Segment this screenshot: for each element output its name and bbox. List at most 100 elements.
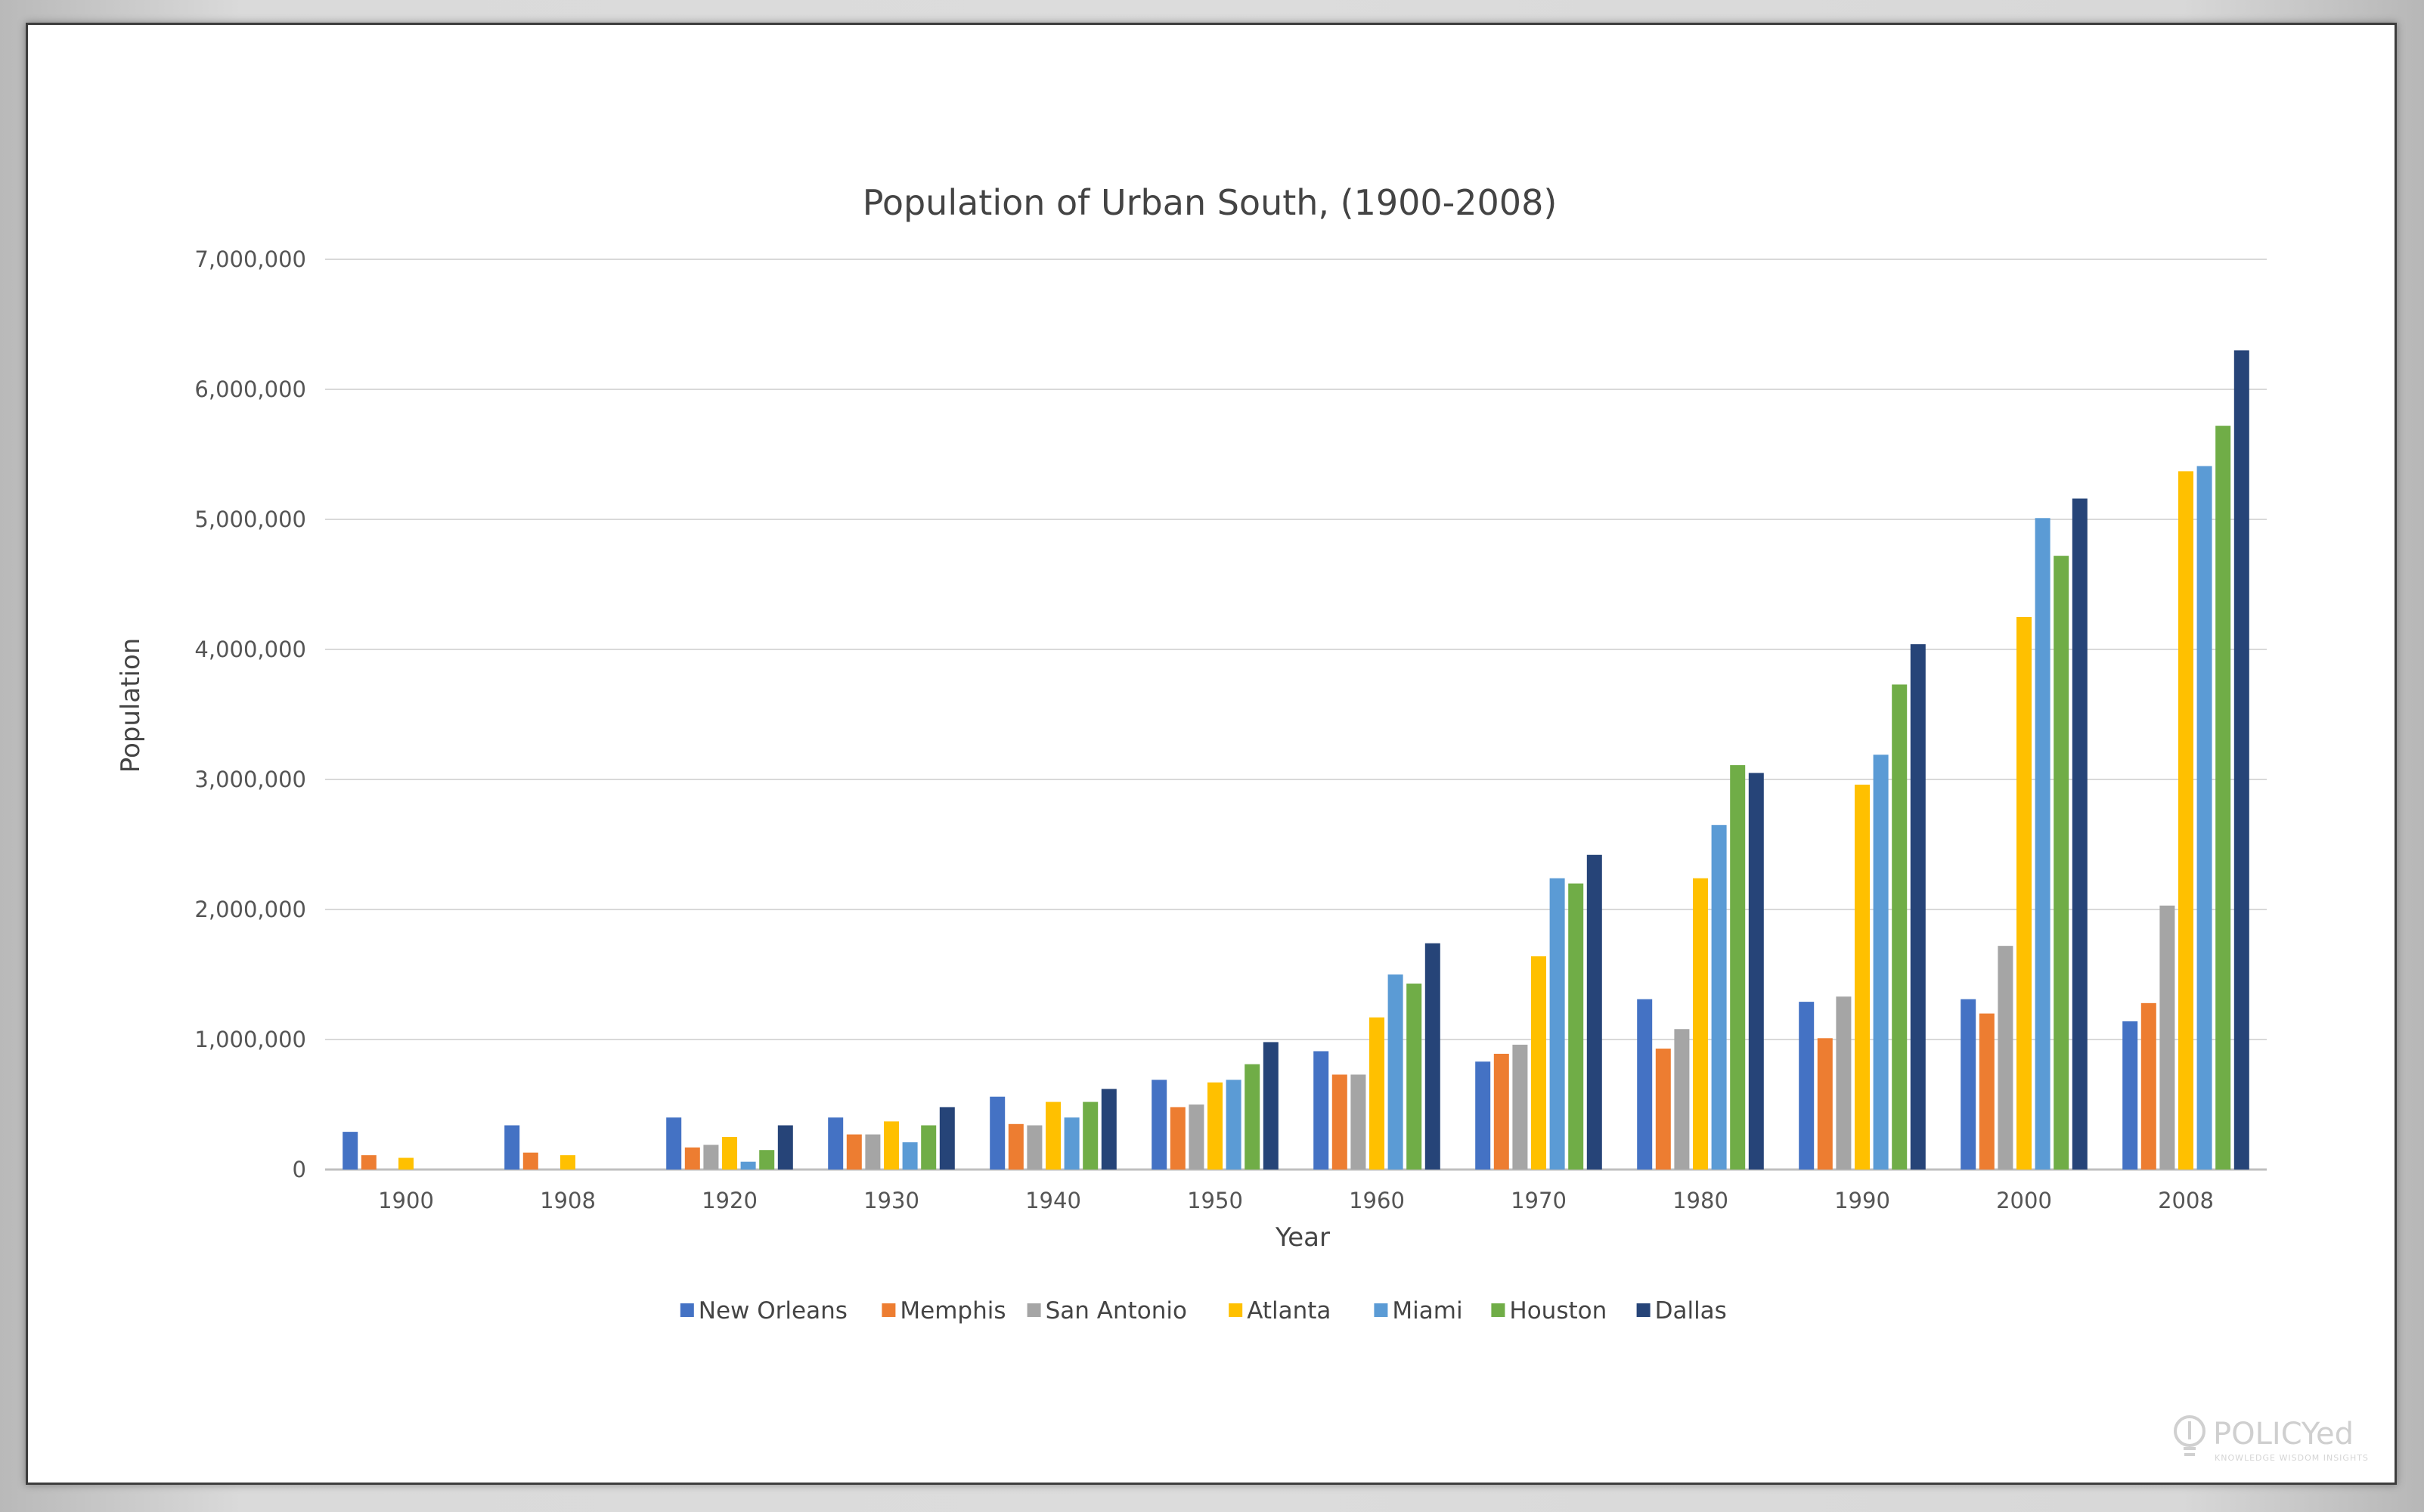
bar-memphis-1980 (1655, 1049, 1671, 1170)
lightbulb-icon (2174, 1415, 2205, 1456)
bar-dallas-2000 (2072, 498, 2088, 1170)
legend-label: Miami (1392, 1297, 1462, 1325)
chart-title: Population of Urban South, (1900-2008) (863, 182, 1558, 223)
legend: New Orleans Memphis San Antonio Atlanta Miam… (680, 1297, 1727, 1325)
y-axis-title: Population (116, 638, 146, 773)
x-tick-label: 1990 (1834, 1188, 1890, 1213)
x-axis-title: Year (1275, 1222, 1330, 1253)
bar-memphis-1920 (684, 1147, 700, 1170)
y-tick-label: 3,000,000 (194, 767, 306, 792)
bar-new-orleans-1990 (1799, 1002, 1815, 1170)
bar-memphis-1940 (1008, 1123, 1024, 1170)
y-tick-label: 0 (293, 1157, 306, 1182)
bar-atlanta-1908 (560, 1155, 575, 1170)
bar-atlanta-1990 (1855, 784, 1870, 1170)
bar-san-antonio-1950 (1189, 1105, 1204, 1170)
bars (343, 350, 2249, 1170)
bar-dallas-1920 (777, 1125, 793, 1170)
bar-memphis-1950 (1170, 1107, 1186, 1170)
bar-memphis-1908 (522, 1152, 538, 1170)
logo-tagline: KNOWLEDGE WISDOM INSIGHTS (2215, 1453, 2369, 1463)
logo-text: POLICYed (2213, 1417, 2354, 1452)
bar-san-antonio-1970 (1512, 1044, 1528, 1170)
bar-new-orleans-1980 (1637, 999, 1653, 1170)
bar-miami-1990 (1873, 754, 1889, 1170)
bar-atlanta-2008 (2178, 471, 2193, 1170)
policyed-logo: POLICYed KNOWLEDGE WISDOM INSIGHTS (2174, 1415, 2369, 1463)
bar-new-orleans-1940 (990, 1096, 1006, 1170)
x-tick-label: 1908 (540, 1188, 596, 1213)
bar-san-antonio-1940 (1027, 1125, 1043, 1170)
bar-miami-1960 (1387, 974, 1403, 1170)
y-axis-ticks: 0 1,000,000 2,000,000 3,000,000 4,000,000 5,0… (194, 246, 306, 1182)
bar-atlanta-1980 (1693, 878, 1708, 1170)
legend-label: Atlanta (1247, 1297, 1331, 1325)
bar-houston-1960 (1406, 984, 1422, 1170)
bar-memphis-1900 (361, 1155, 377, 1170)
bar-atlanta-1950 (1207, 1082, 1223, 1170)
y-tick-label: 6,000,000 (194, 376, 306, 402)
bar-new-orleans-1950 (1152, 1080, 1167, 1170)
bar-houston-1990 (1892, 684, 1908, 1170)
legend-label: San Antonio (1046, 1297, 1187, 1325)
x-tick-label: 1960 (1349, 1188, 1405, 1213)
bar-miami-1970 (1549, 878, 1565, 1170)
bar-san-antonio-1980 (1674, 1029, 1690, 1170)
bar-dallas-1990 (1910, 644, 1926, 1170)
legend-swatch-san-antonio (1027, 1303, 1041, 1317)
y-tick-label: 5,000,000 (194, 507, 306, 532)
legend-swatch-miami (1374, 1303, 1388, 1317)
bar-dallas-1980 (1748, 773, 1764, 1170)
bar-atlanta-1920 (722, 1137, 737, 1170)
bar-new-orleans-1920 (666, 1117, 682, 1170)
bar-houston-2008 (2215, 426, 2231, 1170)
bar-new-orleans-2000 (1961, 999, 1976, 1170)
bar-san-antonio-1920 (703, 1145, 719, 1170)
bar-new-orleans-1908 (504, 1125, 520, 1170)
bar-atlanta-1970 (1531, 956, 1546, 1170)
legend-label: Houston (1509, 1297, 1607, 1325)
y-tick-label: 7,000,000 (194, 246, 306, 272)
x-tick-label: 1940 (1025, 1188, 1081, 1213)
bar-dallas-1950 (1263, 1042, 1279, 1170)
x-tick-label: 1950 (1187, 1188, 1243, 1213)
bar-san-antonio-1990 (1836, 996, 1852, 1170)
legend-swatch-memphis (882, 1303, 896, 1317)
x-tick-label: 2008 (2158, 1188, 2214, 1213)
bar-houston-1920 (759, 1150, 775, 1170)
bar-new-orleans-2008 (2122, 1021, 2138, 1170)
bar-houston-2000 (2054, 556, 2069, 1170)
legend-swatch-new-orleans (680, 1303, 694, 1317)
bar-houston-1940 (1083, 1101, 1099, 1170)
x-tick-label: 1900 (378, 1188, 434, 1213)
bar-memphis-2000 (1979, 1013, 1995, 1170)
y-tick-label: 2,000,000 (194, 897, 306, 922)
bar-miami-1980 (1711, 825, 1727, 1170)
bar-san-antonio-1930 (865, 1134, 881, 1170)
bar-houston-1930 (921, 1125, 937, 1170)
y-tick-label: 1,000,000 (194, 1027, 306, 1052)
bar-miami-1940 (1064, 1117, 1080, 1170)
bar-san-antonio-1960 (1350, 1074, 1366, 1170)
bar-new-orleans-1930 (828, 1117, 844, 1170)
bar-memphis-1930 (846, 1134, 862, 1170)
bar-atlanta-1900 (398, 1157, 414, 1170)
bar-atlanta-1930 (884, 1121, 899, 1170)
bar-new-orleans-1960 (1313, 1051, 1329, 1170)
legend-label: New Orleans (699, 1297, 848, 1325)
bar-houston-1950 (1245, 1064, 1260, 1170)
bar-atlanta-1960 (1369, 1017, 1384, 1170)
bar-dallas-2008 (2233, 350, 2249, 1170)
y-tick-label: 4,000,000 (194, 637, 306, 662)
x-tick-label: 1970 (1511, 1188, 1567, 1213)
bar-miami-2008 (2196, 466, 2212, 1170)
legend-label: Dallas (1655, 1297, 1727, 1325)
bar-miami-1950 (1226, 1080, 1241, 1170)
legend-swatch-houston (1491, 1303, 1505, 1317)
bar-dallas-1940 (1101, 1089, 1117, 1170)
legend-swatch-dallas (1636, 1303, 1651, 1317)
bar-miami-1920 (740, 1161, 756, 1170)
bar-memphis-1960 (1331, 1074, 1347, 1170)
x-tick-label: 2000 (1996, 1188, 2052, 1213)
bar-miami-1930 (902, 1142, 918, 1170)
